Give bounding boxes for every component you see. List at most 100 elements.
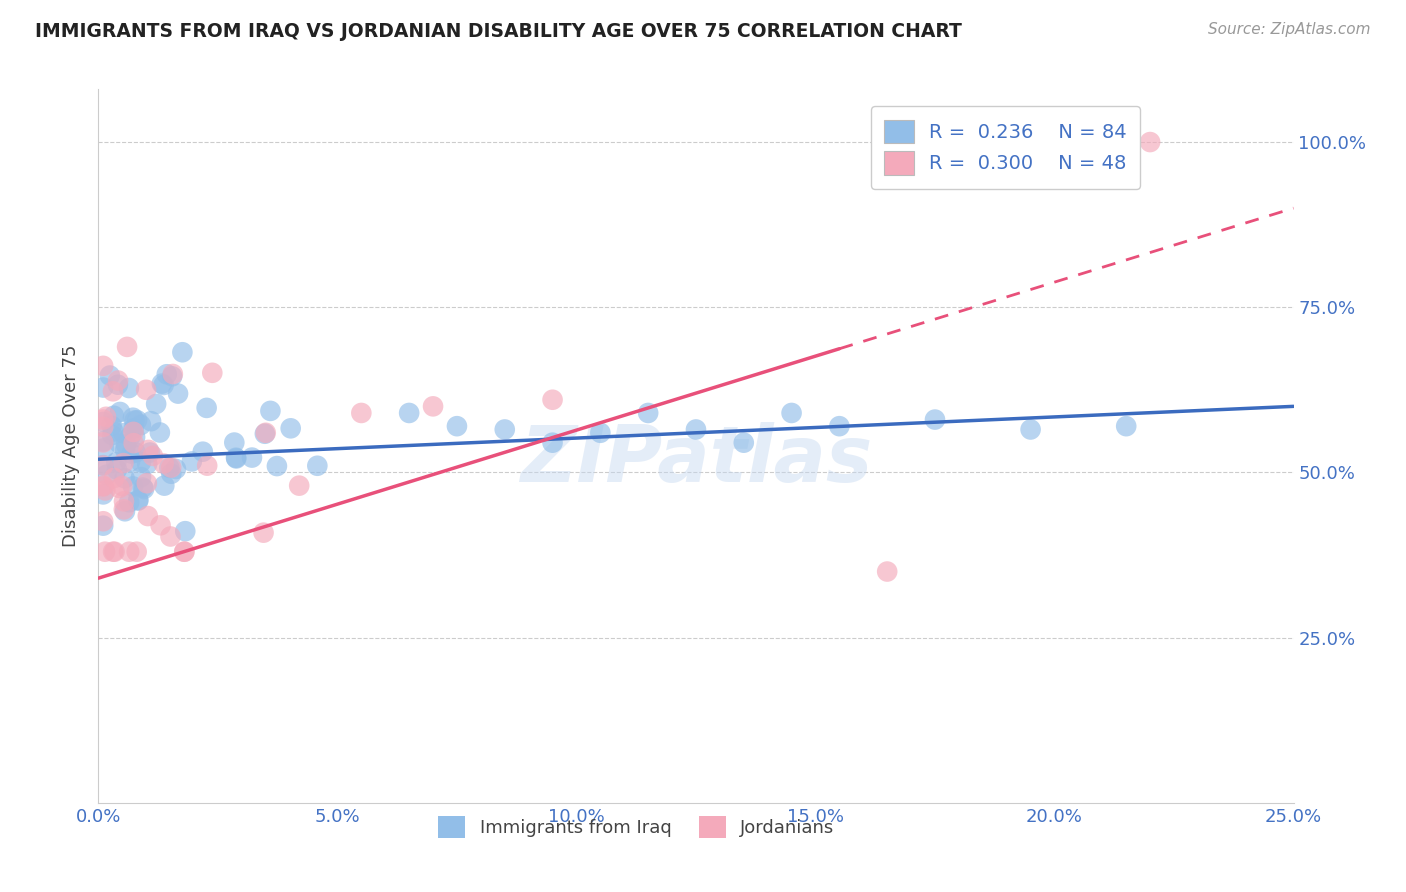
Point <box>127 493 149 508</box>
Point <box>129 417 152 432</box>
Point <box>288 478 311 492</box>
Point <box>136 509 159 524</box>
Point <box>111 479 134 493</box>
Point <box>91 412 114 426</box>
Point <box>149 518 172 533</box>
Point <box>100 418 122 433</box>
Point <box>91 487 114 501</box>
Point <box>828 419 851 434</box>
Point <box>127 493 149 508</box>
Point <box>132 481 155 495</box>
Point <box>876 565 898 579</box>
Point <box>107 377 129 392</box>
Point <box>152 457 174 471</box>
Point <box>129 470 152 484</box>
Point <box>122 425 145 439</box>
Point <box>195 458 218 473</box>
Point <box>145 397 167 411</box>
Point <box>252 525 274 540</box>
Point <box>132 482 155 496</box>
Point <box>150 376 173 391</box>
Point <box>162 367 184 381</box>
Point <box>180 454 202 468</box>
Point <box>101 384 124 399</box>
Point <box>191 444 214 458</box>
Point <box>91 415 114 429</box>
Point <box>398 406 420 420</box>
Point <box>225 451 247 466</box>
Point <box>91 435 114 450</box>
Text: IMMIGRANTS FROM IRAQ VS JORDANIAN DISABILITY AGE OVER 75 CORRELATION CHART: IMMIGRANTS FROM IRAQ VS JORDANIAN DISABI… <box>35 22 962 41</box>
Point <box>266 459 288 474</box>
Point <box>139 414 162 428</box>
Point <box>138 442 160 457</box>
Point <box>118 545 141 559</box>
Point <box>91 458 114 472</box>
Point <box>195 401 218 415</box>
Point <box>114 471 136 485</box>
Point <box>108 405 131 419</box>
Point <box>115 340 138 354</box>
Point <box>135 476 157 491</box>
Point <box>101 545 124 559</box>
Point <box>159 529 181 543</box>
Point <box>589 425 612 440</box>
Point <box>1019 422 1042 436</box>
Point <box>156 368 179 382</box>
Point <box>122 410 145 425</box>
Point <box>541 392 564 407</box>
Point <box>94 409 117 424</box>
Text: ZIPatlas: ZIPatlas <box>520 422 872 499</box>
Point <box>91 479 114 493</box>
Point <box>91 420 114 434</box>
Point <box>780 406 803 420</box>
Point <box>253 426 276 441</box>
Point <box>125 545 148 559</box>
Point <box>103 545 125 559</box>
Point <box>91 458 114 473</box>
Point <box>105 455 128 469</box>
Point <box>149 425 172 440</box>
Point <box>224 435 246 450</box>
Point <box>91 359 114 373</box>
Point <box>96 467 118 482</box>
Point <box>136 457 159 471</box>
Point <box>122 479 145 493</box>
Point <box>142 449 165 463</box>
Point <box>160 467 183 481</box>
Point <box>637 406 659 420</box>
Point <box>924 412 946 426</box>
Point <box>201 366 224 380</box>
Point <box>254 425 277 440</box>
Point <box>1139 135 1161 149</box>
Point <box>121 446 143 460</box>
Point <box>167 386 190 401</box>
Point <box>103 425 125 439</box>
Point <box>118 381 141 395</box>
Legend: Immigrants from Iraq, Jordanians: Immigrants from Iraq, Jordanians <box>429 807 844 847</box>
Point <box>103 471 125 485</box>
Point <box>118 455 141 469</box>
Point <box>120 429 142 443</box>
Point <box>112 456 135 470</box>
Point <box>115 437 138 451</box>
Point <box>240 450 263 465</box>
Point <box>112 426 135 441</box>
Text: Source: ZipAtlas.com: Source: ZipAtlas.com <box>1208 22 1371 37</box>
Point <box>139 445 162 459</box>
Point <box>446 419 468 434</box>
Point <box>91 514 114 528</box>
Point <box>94 483 117 498</box>
Point <box>114 442 136 457</box>
Point <box>101 428 124 442</box>
Point <box>118 495 141 509</box>
Point <box>350 406 373 420</box>
Point <box>152 378 174 392</box>
Point <box>91 434 114 449</box>
Point <box>91 380 114 394</box>
Point <box>93 442 115 456</box>
Point <box>127 413 149 427</box>
Point <box>124 430 146 444</box>
Point <box>307 458 329 473</box>
Point <box>733 435 755 450</box>
